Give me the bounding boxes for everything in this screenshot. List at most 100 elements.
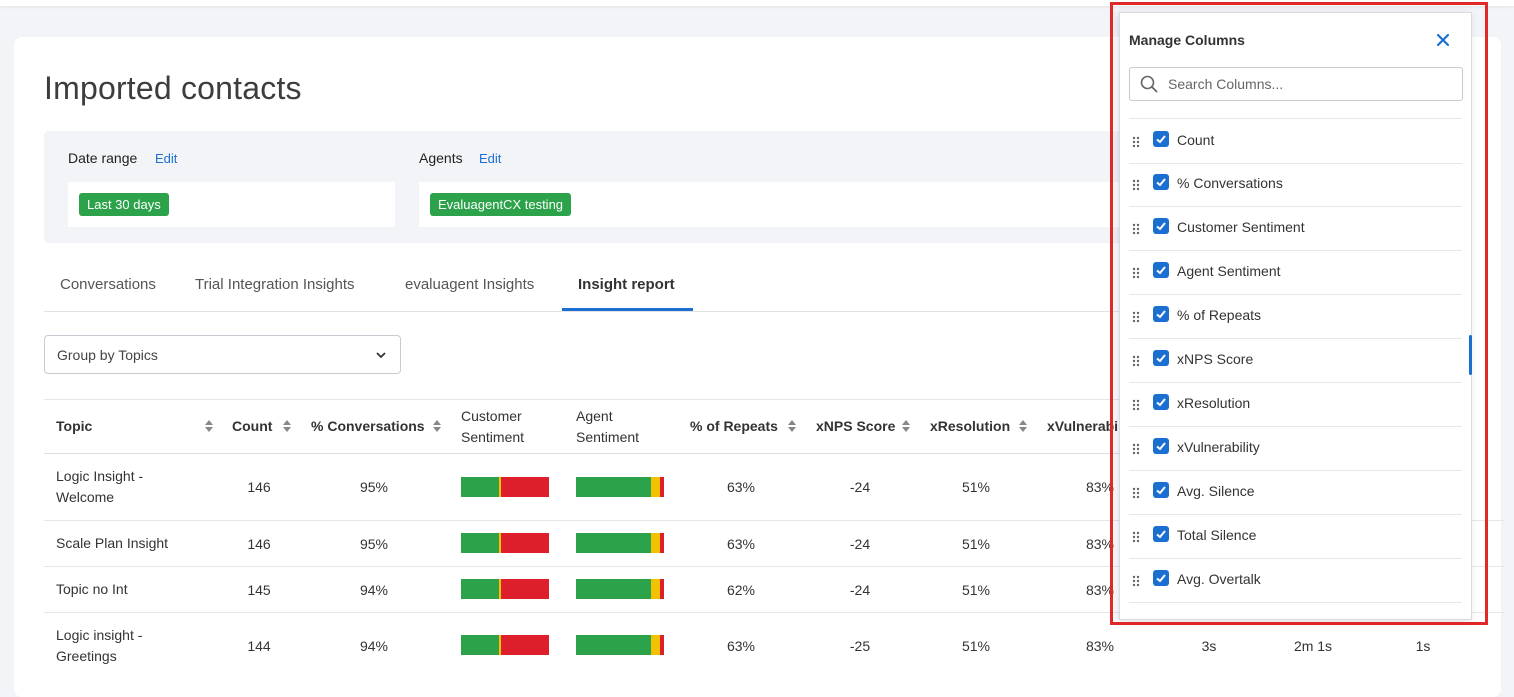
- date-range-edit-link[interactable]: Edit: [155, 151, 178, 166]
- drag-handle-icon[interactable]: [1132, 267, 1140, 279]
- tab-evaluagent-insights[interactable]: evaluagent Insights: [405, 276, 535, 293]
- row-xresolution: 51%: [961, 479, 991, 495]
- column-checkbox[interactable]: [1153, 174, 1169, 190]
- drag-handle-icon[interactable]: [1132, 443, 1140, 455]
- row-xresolution: 51%: [961, 536, 991, 552]
- column-checkbox[interactable]: [1153, 350, 1169, 366]
- drag-handle-icon[interactable]: [1132, 487, 1140, 499]
- customer-sentiment-bar: [461, 533, 549, 553]
- tab-trial-integration-insights[interactable]: Trial Integration Insights: [195, 276, 355, 293]
- header-agent-sentiment-line1: Agent: [576, 408, 613, 424]
- header-xresolution[interactable]: xResolution: [930, 418, 1011, 434]
- row-avg-overtalk: 1s: [1415, 638, 1431, 654]
- drag-handle-icon[interactable]: [1132, 136, 1140, 148]
- sentiment-neutral-segment: [650, 533, 660, 553]
- sentiment-positive-segment: [576, 635, 651, 655]
- column-checkbox[interactable]: [1153, 218, 1169, 234]
- tab-insight-report[interactable]: Insight report: [578, 276, 675, 293]
- header-topic[interactable]: Topic: [56, 418, 93, 434]
- column-checkbox[interactable]: [1153, 262, 1169, 278]
- sentiment-positive-segment: [576, 533, 651, 553]
- drag-handle-icon[interactable]: [1132, 179, 1140, 191]
- row-avg-silence: 3s: [1201, 638, 1217, 654]
- column-option[interactable]: Agent Sentiment: [1129, 250, 1462, 295]
- row-xnps-score: -24: [849, 582, 871, 598]
- column-option-label: xResolution: [1177, 395, 1251, 411]
- column-checkbox[interactable]: [1153, 394, 1169, 410]
- sort-icon[interactable]: [1019, 420, 1027, 432]
- drag-handle-icon[interactable]: [1132, 355, 1140, 367]
- drag-handle-icon[interactable]: [1132, 575, 1140, 587]
- check-icon: [1156, 574, 1166, 583]
- row-xresolution: 51%: [961, 638, 991, 654]
- check-icon: [1156, 442, 1166, 451]
- sort-icon[interactable]: [283, 420, 291, 432]
- sentiment-negative-segment: [659, 635, 664, 655]
- date-range-chip: Last 30 days: [79, 193, 169, 216]
- sort-icon[interactable]: [433, 420, 441, 432]
- column-checkbox[interactable]: [1153, 482, 1169, 498]
- sort-icon[interactable]: [788, 420, 796, 432]
- check-icon: [1156, 222, 1166, 231]
- header-count[interactable]: Count: [232, 418, 273, 434]
- column-option[interactable]: Avg. Silence: [1129, 470, 1462, 515]
- drag-handle-icon[interactable]: [1132, 223, 1140, 235]
- sort-icon[interactable]: [205, 420, 213, 432]
- manage-columns-title: Manage Columns: [1129, 32, 1245, 48]
- row-xnps-score: -25: [849, 638, 871, 654]
- agents-edit-link[interactable]: Edit: [479, 151, 502, 166]
- check-icon: [1156, 398, 1166, 407]
- header-pct-repeats[interactable]: % of Repeats: [690, 418, 778, 434]
- customer-sentiment-bar: [461, 635, 549, 655]
- tab-conversations[interactable]: Conversations: [60, 276, 156, 293]
- table-row[interactable]: Topic no Int 145 94% 62% -24 51% 83%: [44, 567, 1504, 613]
- close-icon[interactable]: [1436, 33, 1450, 47]
- column-checkbox[interactable]: [1153, 131, 1169, 147]
- sentiment-negative-segment: [500, 533, 549, 553]
- drag-handle-icon[interactable]: [1132, 311, 1140, 323]
- row-xvulnerability: 83%: [1085, 479, 1115, 495]
- group-by-select[interactable]: Group by Topics: [44, 335, 401, 374]
- panel-scrollbar[interactable]: [1469, 335, 1472, 375]
- sentiment-positive-segment: [461, 635, 499, 655]
- row-pct-repeats: 63%: [726, 638, 756, 654]
- chevron-down-icon: [376, 352, 386, 359]
- column-option[interactable]: % of Repeats: [1129, 294, 1462, 339]
- column-option[interactable]: Total Silence: [1129, 514, 1462, 559]
- check-icon: [1156, 486, 1166, 495]
- agents-chip: EvaluagentCX testing: [430, 193, 572, 216]
- header-xvulnerability[interactable]: xVulnerabi: [1047, 418, 1119, 434]
- sort-icon[interactable]: [902, 420, 910, 432]
- header-pct-conversations[interactable]: % Conversations: [311, 418, 425, 434]
- column-option[interactable]: % Conversations: [1129, 162, 1462, 207]
- drag-handle-icon[interactable]: [1132, 399, 1140, 411]
- column-option[interactable]: Customer Sentiment: [1129, 206, 1462, 251]
- search-columns-field[interactable]: [1129, 67, 1463, 101]
- table-row[interactable]: Logic insight - Greetings 144 94% 63% -2…: [44, 613, 1504, 680]
- header-customer-sentiment-line1: Customer: [461, 408, 522, 424]
- search-icon: [1140, 75, 1158, 93]
- column-option-label: Agent Sentiment: [1177, 263, 1281, 279]
- top-bar: [0, 0, 1514, 6]
- group-by-value: Group by Topics: [57, 347, 158, 363]
- column-checkbox[interactable]: [1153, 526, 1169, 542]
- column-option[interactable]: Avg. Overtalk: [1129, 558, 1462, 603]
- table-row[interactable]: Logic Insight - Welcome 146 95% 63% -24 …: [44, 453, 1504, 521]
- row-pct-repeats: 63%: [726, 479, 756, 495]
- drag-handle-icon[interactable]: [1132, 531, 1140, 543]
- column-checkbox[interactable]: [1153, 438, 1169, 454]
- column-option[interactable]: xNPS Score: [1129, 338, 1462, 383]
- sentiment-neutral-segment: [498, 533, 501, 553]
- column-option[interactable]: xResolution: [1129, 382, 1462, 427]
- table-row[interactable]: Scale Plan Insight 146 95% 63% -24 51% 8…: [44, 521, 1504, 567]
- column-checkbox[interactable]: [1153, 306, 1169, 322]
- column-checkbox[interactable]: [1153, 570, 1169, 586]
- header-xnps-score[interactable]: xNPS Score: [816, 418, 896, 434]
- column-option[interactable]: xVulnerability: [1129, 426, 1462, 471]
- row-pct-conversations: 95%: [359, 536, 389, 552]
- sentiment-positive-segment: [461, 477, 499, 497]
- check-icon: [1156, 266, 1166, 275]
- column-option[interactable]: Count: [1129, 118, 1462, 164]
- sentiment-negative-segment: [500, 579, 549, 599]
- search-columns-input[interactable]: [1168, 68, 1453, 100]
